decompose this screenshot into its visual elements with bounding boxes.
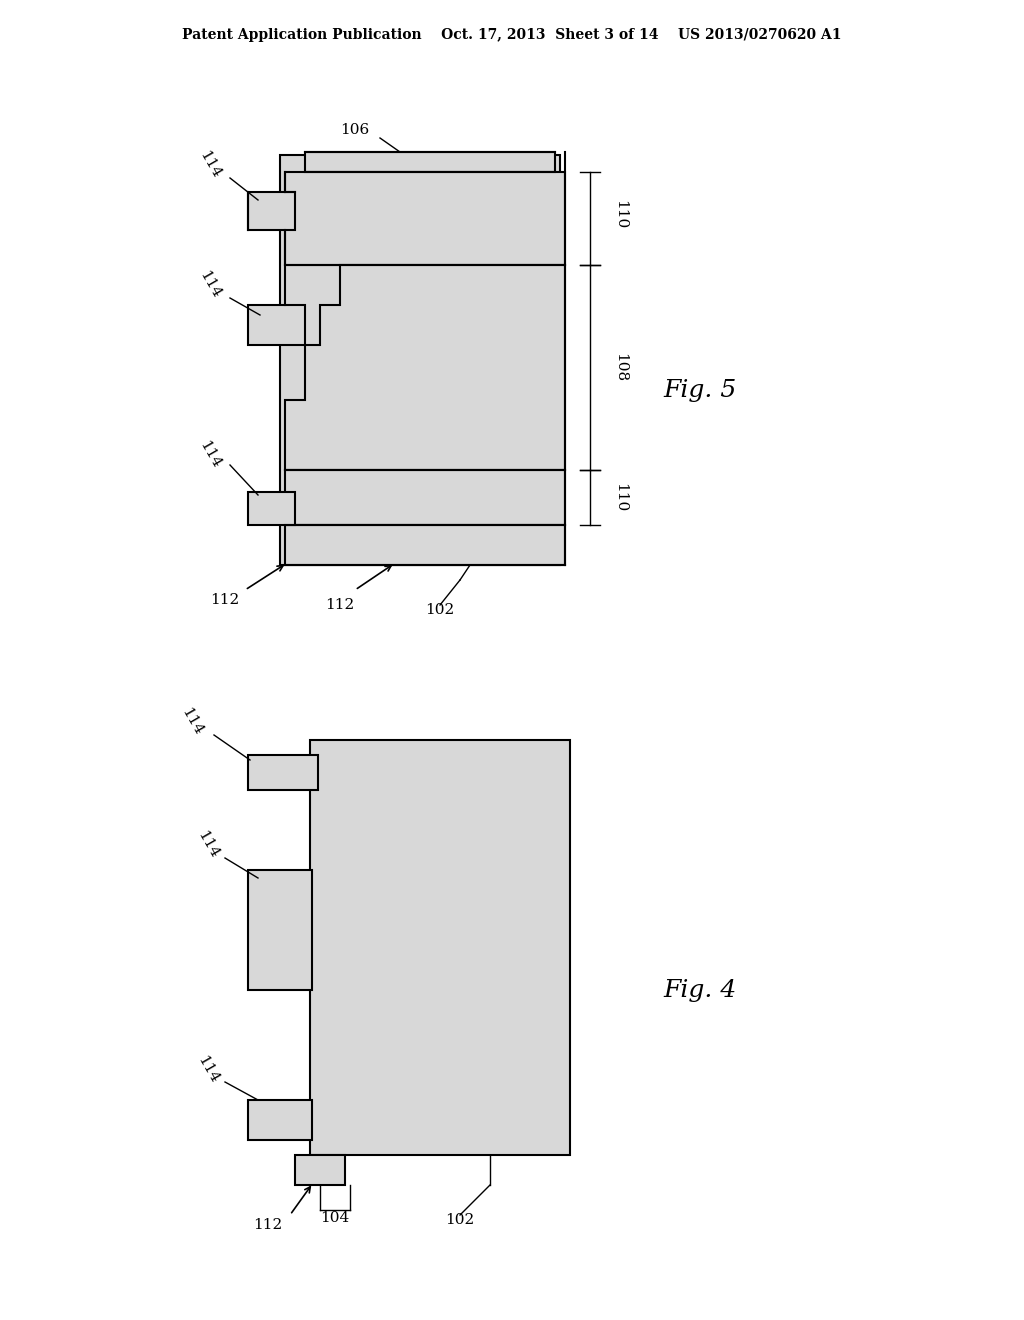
- Text: 110: 110: [613, 483, 627, 512]
- FancyBboxPatch shape: [280, 154, 560, 565]
- Bar: [248, 492, 295, 525]
- Text: 110: 110: [613, 201, 627, 230]
- Text: Patent Application Publication    Oct. 17, 2013  Sheet 3 of 14    US 2013/027062: Patent Application Publication Oct. 17, …: [182, 28, 842, 42]
- Text: 108: 108: [613, 354, 627, 383]
- Text: Fig. 4: Fig. 4: [664, 978, 736, 1002]
- Text: 114: 114: [197, 269, 223, 301]
- Text: 114: 114: [195, 829, 221, 861]
- Text: Fig. 5: Fig. 5: [664, 379, 736, 401]
- Bar: [248, 1100, 312, 1140]
- Bar: [248, 191, 295, 230]
- Polygon shape: [285, 265, 565, 470]
- Text: 112: 112: [253, 1218, 283, 1232]
- Text: 114: 114: [195, 1053, 221, 1086]
- Bar: [285, 525, 565, 565]
- Bar: [285, 172, 565, 265]
- Bar: [248, 755, 318, 789]
- Text: 106: 106: [340, 123, 370, 137]
- Text: 114: 114: [197, 149, 223, 181]
- Text: 114: 114: [197, 438, 223, 471]
- Bar: [248, 870, 312, 990]
- Bar: [310, 741, 570, 1155]
- Bar: [285, 470, 565, 525]
- Bar: [248, 305, 305, 345]
- Text: 104: 104: [321, 1210, 349, 1225]
- Bar: [305, 152, 555, 172]
- Bar: [295, 1155, 345, 1185]
- Text: 112: 112: [210, 593, 240, 607]
- Text: 102: 102: [445, 1213, 475, 1228]
- Text: 112: 112: [326, 598, 354, 612]
- Text: 102: 102: [425, 603, 455, 616]
- Text: 114: 114: [178, 706, 206, 738]
